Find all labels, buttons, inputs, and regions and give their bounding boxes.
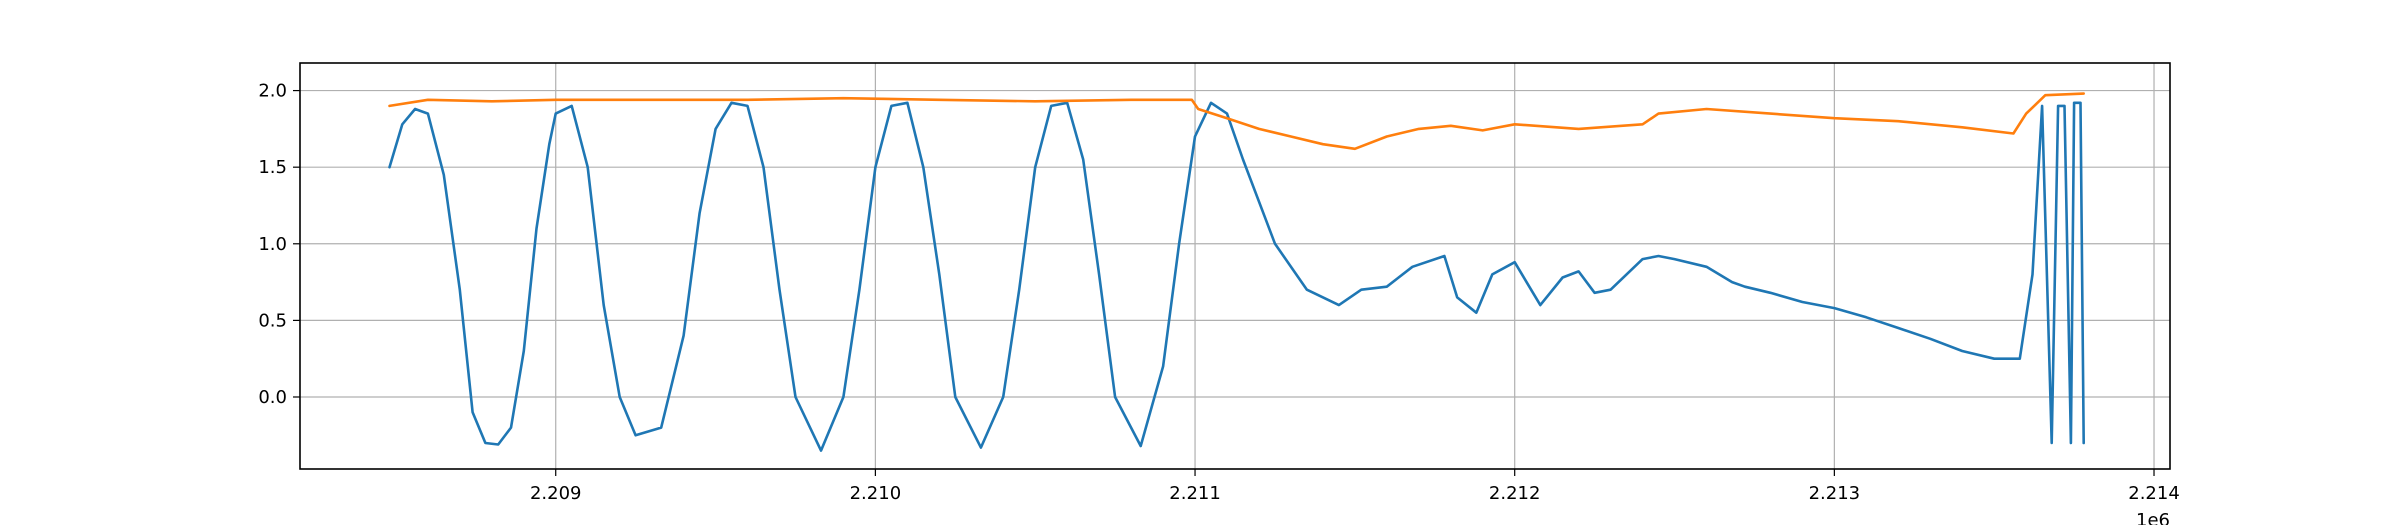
- x-tick-label: 2.213: [1809, 483, 1861, 504]
- x-tick-label: 2.210: [850, 483, 902, 504]
- y-tick-label: 1.0: [258, 234, 287, 255]
- x-tick-label: 2.214: [2128, 483, 2180, 504]
- y-tick-label: 2.0: [258, 81, 287, 102]
- y-axis: 0.0 0.5 1.0 1.5 2.0: [258, 81, 300, 408]
- y-tick-label: 0.5: [258, 310, 287, 331]
- series-2-line: [388, 92, 2085, 151]
- series-group: [388, 92, 2085, 452]
- y-tick-label: 1.5: [258, 157, 287, 178]
- y-tick-label: 0.0: [258, 387, 287, 408]
- x-tick-label: 2.209: [530, 483, 582, 504]
- x-axis: 2.209 2.210 2.211 2.212 2.213 2.214: [530, 469, 2180, 504]
- x-tick-label: 2.211: [1169, 483, 1221, 504]
- x-tick-label: 2.212: [1489, 483, 1541, 504]
- series-1-line: [388, 101, 2085, 452]
- x-axis-offset-label: 1e6: [2136, 510, 2170, 525]
- grid-lines: [300, 63, 2170, 469]
- plot-frame: [299, 62, 2171, 470]
